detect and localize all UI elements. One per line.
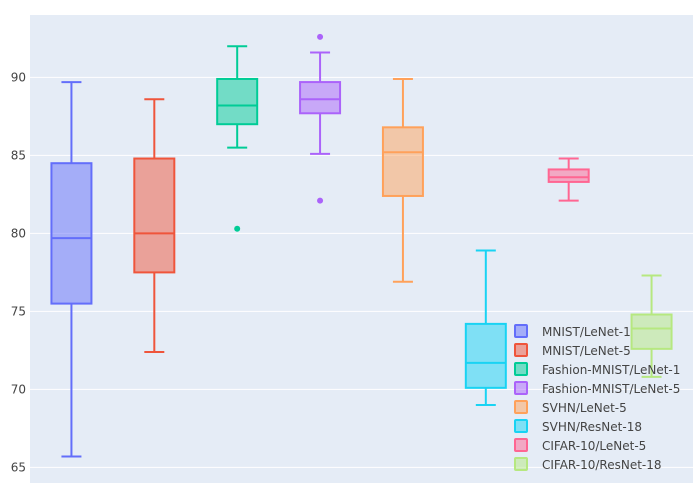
iqr-box	[547, 168, 590, 183]
legend-swatch	[514, 457, 528, 471]
box-series[interactable]	[50, 81, 93, 458]
legend-label: MNIST/LeNet-5	[542, 344, 631, 358]
iqr-box	[464, 322, 507, 389]
y-tick-label: 85	[11, 148, 26, 162]
legend-swatch	[514, 381, 528, 395]
legend-swatch	[514, 343, 528, 357]
y-axis: 65 70 75 80 85 90	[11, 70, 26, 474]
box-series[interactable]	[464, 249, 507, 406]
legend-label: Fashion-MNIST/LeNet-1	[542, 363, 680, 377]
legend-item[interactable]: SVHN/LeNet-5	[514, 400, 627, 415]
legend-label: Fashion-MNIST/LeNet-5	[542, 382, 680, 396]
legend-label: CIFAR-10/ResNet-18	[542, 458, 662, 472]
iqr-box	[299, 81, 342, 115]
legend-swatch	[514, 438, 528, 452]
box-series[interactable]	[381, 77, 424, 283]
legend[interactable]: MNIST/LeNet-1 MNIST/LeNet-5 Fashion-MNIST/…	[514, 324, 680, 472]
iqr-box	[133, 157, 176, 274]
iqr-box	[630, 313, 673, 350]
box-series[interactable]	[133, 98, 176, 353]
legend-item[interactable]: SVHN/ResNet-18	[514, 419, 642, 434]
iqr-box	[216, 77, 259, 126]
y-tick-label: 70	[11, 382, 26, 396]
y-tick-label: 80	[11, 226, 26, 240]
box-series[interactable]	[630, 274, 673, 378]
outlier-point	[317, 33, 324, 40]
legend-item[interactable]: MNIST/LeNet-1	[514, 324, 631, 339]
box-series[interactable]	[216, 45, 259, 232]
legend-label: SVHN/ResNet-18	[542, 420, 642, 434]
iqr-box	[50, 162, 93, 305]
legend-swatch	[514, 324, 528, 338]
legend-label: SVHN/LeNet-5	[542, 401, 627, 415]
y-tick-label: 75	[11, 304, 26, 318]
legend-item[interactable]: CIFAR-10/LeNet-5	[514, 438, 646, 453]
y-tick-label: 90	[11, 70, 26, 84]
legend-item[interactable]: CIFAR-10/ResNet-18	[514, 457, 662, 472]
y-tick-label: 65	[11, 460, 26, 474]
outlier-point	[234, 225, 241, 232]
box-series[interactable]	[299, 33, 342, 204]
legend-item[interactable]: MNIST/LeNet-5	[514, 343, 631, 358]
legend-swatch	[514, 419, 528, 433]
legend-item[interactable]: Fashion-MNIST/LeNet-1	[514, 362, 680, 377]
legend-swatch	[514, 362, 528, 376]
box-series[interactable]	[547, 157, 590, 202]
outlier-point	[317, 197, 324, 204]
legend-item[interactable]: Fashion-MNIST/LeNet-5	[514, 381, 680, 396]
legend-swatch	[514, 400, 528, 414]
legend-label: CIFAR-10/LeNet-5	[542, 439, 646, 453]
legend-label: MNIST/LeNet-1	[542, 325, 631, 339]
iqr-box	[381, 126, 424, 197]
boxes	[50, 33, 673, 458]
